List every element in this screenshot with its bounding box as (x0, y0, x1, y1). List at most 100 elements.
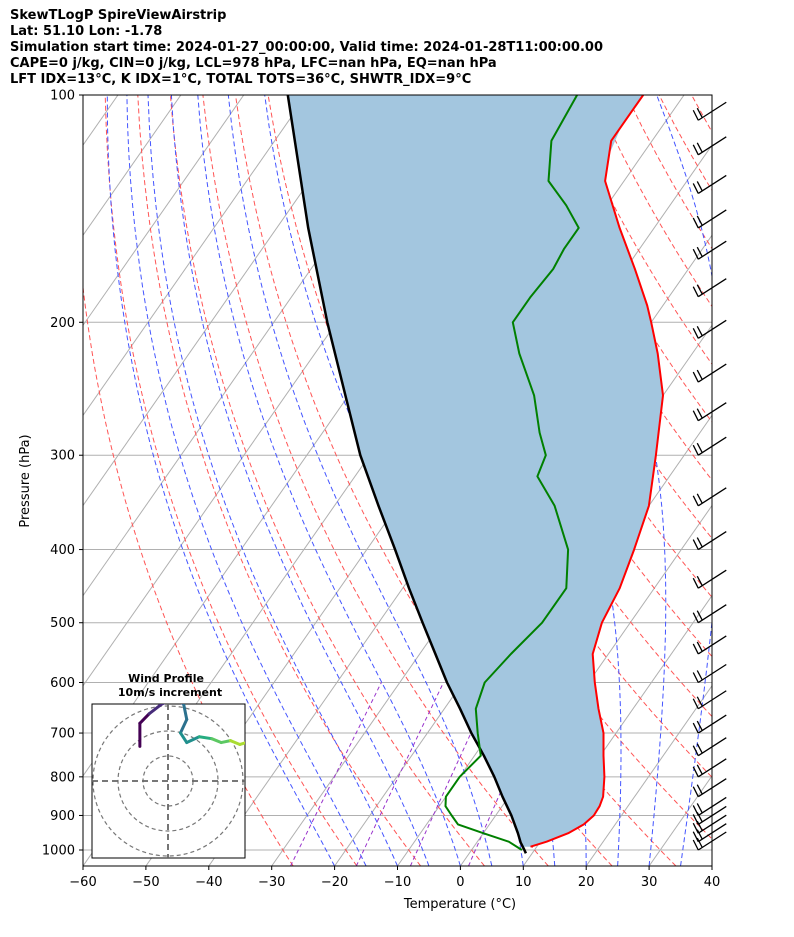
wind-barb-feather (696, 181, 703, 192)
y-tick-label: 1000 (42, 844, 75, 859)
dry-adiabat (757, 95, 794, 866)
wind-barb-feather (696, 829, 703, 840)
isotherm-line (83, 95, 182, 237)
wind-barb-feather (692, 371, 699, 383)
index-line: LFT IDX=13°C, K IDX=1°C, TOTAL TOTS=36°C… (10, 72, 472, 87)
hodograph-segment (179, 731, 189, 745)
dry-adiabat (724, 95, 794, 866)
wind-barb-feather (692, 444, 699, 456)
x-tick-label: −10 (384, 875, 411, 890)
wind-barb-feather (692, 577, 699, 589)
wind-barb-feather (696, 837, 703, 848)
time-line: Simulation start time: 2024-01-27_00:00:… (10, 40, 603, 55)
x-tick-label: −50 (132, 875, 159, 890)
wind-profile-inset: Wind Profile 10m/s increment (91, 672, 246, 859)
mixing-ratio-line (409, 682, 495, 866)
wind-barb-feather (696, 537, 703, 548)
wind-barb-feather (696, 641, 703, 652)
wind-barb-feather (692, 672, 699, 683)
moist-adiabat (106, 95, 336, 866)
wind-barb (692, 737, 727, 757)
hodograph-segment (238, 741, 245, 746)
hodograph-segment (180, 704, 186, 706)
dry-adiabat (202, 95, 549, 866)
wind-barb-feather (692, 183, 699, 194)
wind-barb-feather (696, 696, 703, 707)
profile-lines (286, 95, 664, 854)
wind-barb (692, 635, 727, 655)
hodograph-segment (185, 735, 201, 745)
wind-barb-feather (692, 410, 699, 421)
wind-barb (692, 240, 727, 260)
inset-subtitle: 10m/s increment (118, 686, 222, 699)
isotherm-line (648, 775, 712, 866)
hodograph-segment (182, 704, 189, 721)
wind-barb-feather (696, 720, 703, 731)
wind-barb-feather (692, 109, 699, 121)
wind-barb-feather (696, 325, 703, 337)
wind-barb-feather (696, 670, 703, 681)
wind-barb-feather (696, 610, 703, 621)
wind-barb-feather (692, 327, 699, 339)
wind-barb-feather (692, 698, 699, 710)
wind-barb (692, 363, 727, 383)
y-tick-label: 900 (50, 809, 75, 824)
wind-barb-feather (692, 839, 699, 851)
wind-barb-feather (696, 575, 703, 586)
wind-barb-feather (692, 745, 699, 756)
moist-adiabat (126, 95, 367, 866)
wind-barb-feather (696, 803, 703, 814)
x-tick-label: 10 (515, 875, 532, 890)
isotherm-line (83, 95, 308, 417)
wind-barb-feather (692, 722, 699, 734)
wind-barb-feather (696, 246, 703, 258)
wind-barb (692, 604, 727, 624)
wind-barb-feather (692, 814, 699, 825)
wind-barb-feather (696, 408, 703, 419)
dry-adiabat (789, 95, 794, 866)
cape-shade-layer (287, 95, 663, 847)
wind-barb-feather (692, 286, 699, 298)
wind-barb (692, 531, 727, 551)
wind-barb-feather (692, 822, 699, 834)
y-axis-label: Pressure (hPa) (18, 434, 33, 527)
cape-cin-shade (287, 95, 663, 847)
wind-barb-feather (696, 215, 703, 226)
y-tick-label: 300 (50, 449, 75, 464)
parcel-profile-line (286, 95, 528, 854)
wind-barb (692, 174, 727, 194)
wind-barb-feather (692, 805, 699, 816)
hodograph-segment (179, 717, 189, 735)
dry-adiabat (658, 95, 712, 192)
wind-barb-feather (696, 284, 703, 295)
wind-barb-feather (696, 743, 703, 754)
wind-barb-feather (692, 766, 699, 778)
x-tick-label: −30 (258, 875, 285, 890)
x-tick-label: −40 (195, 875, 222, 890)
wind-barb (692, 663, 727, 684)
wind-barb-feather (692, 248, 699, 260)
inset-title: Wind Profile (128, 672, 204, 685)
wind-barb-feather (692, 539, 699, 550)
location-line: Lat: 51.10 Lon: -1.78 (10, 24, 163, 39)
wind-barb-feather (696, 493, 703, 504)
isotherm-line (83, 95, 245, 327)
wind-barb-feather (692, 217, 699, 229)
axes: Temperature (°C) Pressure (hPa) −60 −50 −4… (18, 89, 720, 913)
x-tick-label: 0 (456, 875, 464, 890)
hodograph-segment (197, 735, 214, 741)
hodograph-segment (219, 739, 232, 745)
wind-barb-feather (696, 764, 703, 775)
wind-barb (692, 101, 727, 121)
mixing-ratio-line (355, 682, 444, 866)
y-tick-label: 100 (50, 89, 75, 104)
wind-barb-feather (692, 495, 699, 507)
wind-barb-feather (696, 107, 703, 119)
y-tick-label: 800 (50, 770, 75, 785)
wind-barb-feather (692, 144, 699, 156)
wind-barb (692, 569, 727, 589)
hodograph-segment (160, 704, 166, 706)
x-tick-label: 30 (641, 875, 658, 890)
wind-barb (692, 136, 727, 156)
